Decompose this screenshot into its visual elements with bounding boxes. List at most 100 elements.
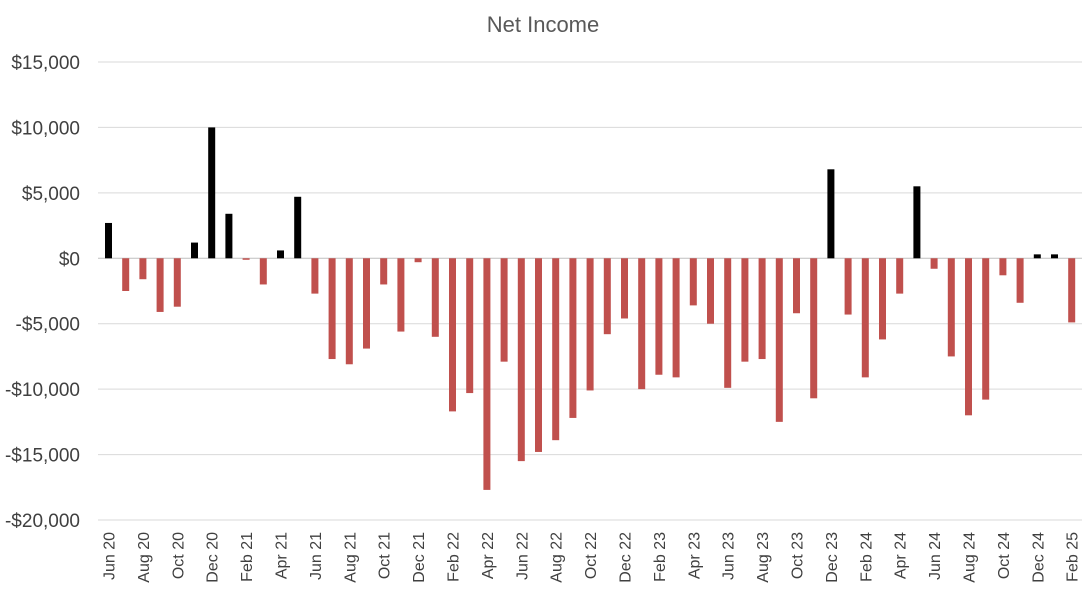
bar-feb-21	[242, 258, 250, 260]
x-tick-label: Jun 24	[927, 532, 944, 580]
x-tick-label: Apr 22	[480, 532, 497, 579]
bar-jun-20	[105, 222, 112, 259]
bar-jan-23	[638, 258, 646, 390]
bar-may-23	[707, 258, 714, 324]
x-tick-label: Feb 23	[652, 532, 669, 582]
bar-sep-23	[775, 258, 783, 422]
x-tick-label: Feb 21	[239, 532, 256, 582]
x-tick-label: Aug 22	[549, 532, 566, 583]
bar-jan-21	[225, 213, 233, 259]
bar-sep-20	[156, 258, 164, 312]
y-tick-label: $5,000	[22, 184, 80, 205]
bar-aug-23	[758, 258, 766, 360]
bar-dec-21	[414, 258, 422, 263]
bar-apr-23	[689, 258, 697, 306]
y-tick-label: -$10,000	[5, 380, 80, 401]
bar-dec-20	[208, 127, 216, 259]
bar-oct-23	[793, 258, 800, 314]
bar-feb-22	[449, 258, 456, 412]
bar-feb-23	[655, 258, 663, 375]
bar-oct-22	[586, 258, 594, 391]
x-axis-ticks: Jun 20 Aug 20 Oct 20 Dec 20 Feb 21 Apr 21 Jun …	[102, 532, 1082, 583]
bar-dec-24	[1033, 254, 1041, 259]
chart-title: Net Income	[487, 12, 600, 37]
bar-jul-23	[741, 258, 749, 362]
bar-nov-24	[1016, 258, 1024, 303]
bar-sep-22	[569, 258, 577, 418]
x-tick-label: Jun 21	[308, 532, 325, 580]
x-tick-label: Oct 24	[996, 532, 1013, 579]
bar-mar-24	[879, 258, 886, 340]
x-tick-label: Oct 22	[583, 532, 600, 579]
bar-jun-22	[517, 258, 525, 462]
bar-mar-22	[466, 258, 474, 394]
bar-nov-20	[191, 242, 198, 259]
bar-aug-22	[552, 258, 560, 441]
bar-dec-22	[621, 258, 628, 319]
x-tick-label: Aug 24	[962, 532, 979, 583]
bar-oct-21	[380, 258, 388, 285]
x-tick-label: Apr 23	[686, 532, 703, 579]
x-tick-label: Dec 24	[1030, 532, 1047, 583]
x-tick-label: Aug 20	[136, 532, 153, 583]
x-tick-label: Dec 23	[824, 532, 841, 583]
bar-jul-21	[328, 258, 336, 360]
x-tick-label: Oct 20	[170, 532, 187, 579]
x-tick-label: Apr 24	[893, 532, 910, 579]
x-tick-label: Apr 21	[274, 532, 291, 579]
bars	[105, 127, 1076, 490]
x-tick-label: Jun 22	[514, 532, 531, 580]
bar-nov-23	[810, 258, 818, 399]
bar-dec-23	[827, 169, 835, 259]
x-tick-label: Oct 23	[790, 532, 807, 579]
bar-apr-21	[277, 250, 284, 259]
y-axis-ticks: $15,000 $10,000 $5,000 $0 -$5,000 -$10,000 -$1…	[5, 53, 80, 532]
bar-apr-24	[896, 258, 904, 294]
bar-mar-23	[672, 258, 680, 378]
x-tick-label: Feb 25	[1065, 532, 1082, 582]
bar-feb-25	[1068, 258, 1076, 323]
x-tick-label: Jun 23	[721, 532, 738, 580]
x-tick-label: Aug 23	[755, 532, 772, 583]
bar-jun-21	[311, 258, 319, 294]
bar-apr-22	[483, 258, 491, 490]
x-tick-label: Oct 21	[377, 532, 394, 579]
bar-sep-24	[982, 258, 990, 400]
bar-sep-21	[363, 258, 370, 349]
bar-aug-24	[965, 258, 972, 416]
bar-feb-24	[861, 258, 869, 378]
bar-jul-22	[535, 258, 542, 452]
bar-jan-22	[431, 258, 439, 337]
bar-jan-25	[1051, 254, 1058, 259]
x-tick-label: Dec 21	[411, 532, 428, 583]
bar-may-21	[294, 196, 302, 259]
x-tick-label: Dec 20	[205, 532, 222, 583]
y-tick-label: $10,000	[11, 118, 80, 139]
x-tick-label: Dec 22	[618, 532, 635, 583]
bar-jun-23	[724, 258, 732, 388]
y-tick-label: -$5,000	[16, 315, 80, 336]
bar-jul-20	[122, 258, 130, 291]
y-tick-label: -$15,000	[5, 446, 80, 467]
bar-may-22	[500, 258, 508, 362]
x-tick-label: Jun 20	[102, 532, 119, 580]
x-tick-label: Aug 21	[342, 532, 359, 583]
bar-oct-24	[999, 258, 1007, 276]
bar-nov-22	[603, 258, 611, 335]
bar-nov-21	[397, 258, 405, 332]
x-tick-label: Feb 22	[446, 532, 463, 582]
y-tick-label: -$20,000	[5, 511, 80, 532]
y-tick-label: $15,000	[11, 53, 80, 74]
y-tick-label: $0	[59, 249, 80, 270]
bar-jan-24	[844, 258, 852, 315]
bar-jul-24	[947, 258, 955, 357]
bar-aug-20	[139, 258, 147, 280]
bar-aug-21	[345, 258, 353, 365]
bar-oct-20	[173, 258, 181, 307]
bar-jun-24	[930, 258, 938, 269]
x-tick-label: Feb 24	[858, 532, 875, 582]
bar-may-24	[913, 186, 921, 259]
bar-mar-21	[259, 258, 267, 285]
